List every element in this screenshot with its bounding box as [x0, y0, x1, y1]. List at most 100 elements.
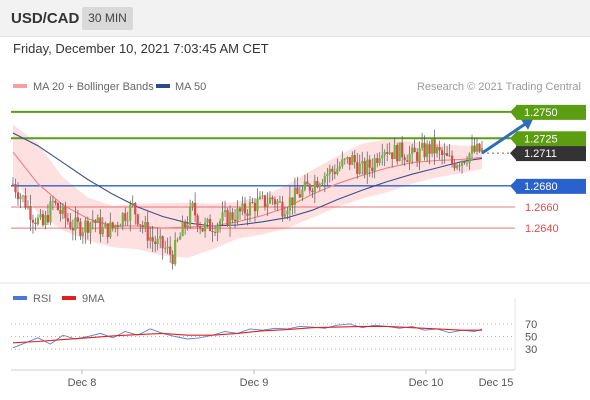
candle-body	[445, 153, 449, 156]
candle-body	[111, 222, 114, 229]
candle-body	[136, 214, 139, 225]
candle-body	[316, 181, 319, 188]
candle-body	[156, 238, 159, 245]
candle-body	[164, 248, 167, 250]
candle-body	[146, 222, 149, 241]
candle-body	[243, 203, 247, 214]
x-axis-ticks: Dec 8 Dec 9 Dec 10 Dec 15	[68, 370, 513, 389]
candle-body	[114, 225, 117, 229]
candle-body	[283, 214, 287, 217]
candle-body	[371, 167, 374, 171]
period-button[interactable]: 30 MIN	[82, 7, 133, 30]
candle-body	[154, 241, 157, 245]
candle-body	[253, 202, 257, 212]
candle-body	[373, 158, 376, 171]
candle-body	[119, 225, 122, 227]
candle-body	[233, 219, 237, 222]
ma50-line	[12, 132, 483, 227]
candle-body	[458, 165, 461, 167]
candle-body	[206, 218, 209, 223]
candle-body	[353, 155, 356, 163]
candle-body	[64, 206, 67, 219]
candle-body	[383, 152, 386, 156]
candle-body	[281, 201, 284, 217]
candle-body	[411, 147, 414, 154]
candle-body	[203, 222, 207, 232]
candle-body	[149, 237, 152, 241]
candle-body	[109, 222, 112, 238]
candle-body	[51, 200, 55, 202]
candle-body	[438, 147, 441, 151]
candle-body	[298, 194, 301, 198]
candle-body	[141, 225, 144, 228]
candle-body	[31, 219, 35, 223]
candle-body	[435, 147, 439, 154]
candle-body	[81, 232, 84, 236]
candle-body	[191, 202, 194, 207]
candle-body	[396, 145, 399, 162]
candle-body	[84, 220, 87, 233]
candle-body	[336, 168, 339, 175]
candle-body	[238, 208, 242, 212]
candle-body	[346, 157, 349, 160]
candle-body	[391, 152, 394, 159]
candle-body	[431, 139, 434, 154]
candle-body	[450, 155, 454, 164]
candle-body	[11, 183, 15, 185]
candle-body	[306, 181, 309, 185]
candle-body	[116, 225, 119, 227]
candle-body	[86, 220, 89, 233]
candle-body	[403, 157, 406, 161]
candle-body	[440, 150, 444, 156]
candle-body	[301, 189, 304, 198]
candle-body	[393, 145, 396, 159]
candle-body	[361, 161, 364, 164]
candle-body	[401, 142, 404, 158]
candle-body	[418, 148, 421, 162]
level-label-1-2711-pointer	[510, 146, 517, 162]
candle-body	[56, 203, 60, 211]
candle-body	[468, 153, 471, 163]
candle-body	[246, 213, 249, 216]
candle-body	[236, 208, 239, 222]
candle-body	[21, 195, 25, 197]
candle-body	[308, 184, 311, 191]
candle-body	[61, 206, 64, 214]
rsi-tick-label-30: 30	[525, 344, 537, 356]
candle-body	[381, 155, 384, 159]
ma50-legend-label: MA 50	[175, 81, 206, 93]
candle-body	[376, 158, 379, 163]
x-tick-label: Dec 10	[409, 377, 444, 389]
candle-body	[159, 236, 162, 239]
candle-body	[106, 223, 109, 238]
candle-body	[79, 221, 82, 236]
level-label-1-2750: 1.2750	[524, 107, 558, 119]
candle-body	[19, 196, 22, 200]
candle-body	[428, 144, 431, 154]
candle-body	[226, 210, 229, 226]
candle-body	[104, 223, 107, 228]
rsi-legend-label: RSI	[33, 293, 51, 305]
bollinger-band	[13, 124, 482, 258]
candle-body	[358, 163, 361, 174]
candle-body	[176, 239, 179, 241]
candle-body	[433, 139, 436, 154]
symbol-title: USD/CAD	[11, 10, 80, 27]
candle-body	[228, 212, 232, 226]
candle-body	[480, 148, 484, 152]
candle-body	[194, 202, 197, 216]
level-label-1-2680-pointer	[510, 178, 517, 194]
candle-body	[288, 197, 292, 211]
candle-body	[144, 222, 147, 228]
candle-body	[213, 232, 217, 233]
candle-body	[351, 155, 354, 165]
candle-body	[124, 213, 127, 221]
candle-body	[465, 162, 469, 164]
rsi-legend-swatch	[13, 296, 27, 300]
candle-body	[423, 143, 426, 158]
candle-body	[231, 212, 234, 220]
candle-body	[196, 215, 199, 227]
x-tick-label: Dec 9	[240, 377, 269, 389]
candle-body	[323, 175, 326, 183]
